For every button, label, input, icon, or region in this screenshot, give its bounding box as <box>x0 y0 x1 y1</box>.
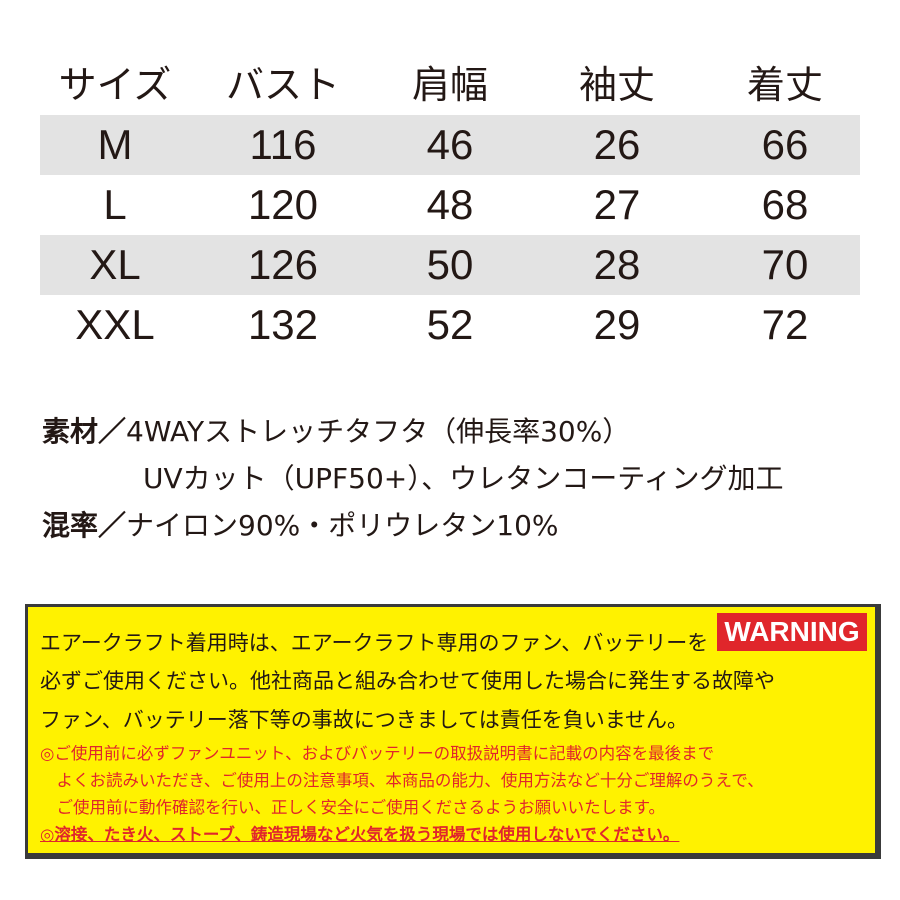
material-line: 素材／4WAYストレッチタフタ（伸長率30%） <box>42 410 630 450</box>
header-bust: バスト <box>225 63 340 107</box>
cell: 66 <box>761 121 809 168</box>
cell: 27 <box>593 181 641 228</box>
warning-line: エアークラフト着用時は、エアークラフト専用のファン、バッテリーを <box>40 631 709 655</box>
cell: 46 <box>426 121 474 168</box>
cell: 48 <box>426 181 474 228</box>
cell: 52 <box>426 301 474 348</box>
warning-line: ファン、バッテリー落下等の事故につきましては責任を負いません。 <box>40 708 689 732</box>
cell: 28 <box>593 241 641 288</box>
header-shoulder: 肩幅 <box>411 63 488 107</box>
material-text-2: UVカット（UPF50+）、ウレタンコーティング加工 <box>143 462 784 495</box>
warning-note: よくお読みいただき、ご使用上の注意事項、本商品の能力、使用方法など十分ご理解のう… <box>40 771 764 790</box>
cell: 70 <box>761 241 809 288</box>
cell: 132 <box>247 301 319 348</box>
header-sleeve: 袖丈 <box>578 63 655 107</box>
header-size: サイズ <box>58 63 172 107</box>
table-row: L 120 48 27 68 <box>40 175 860 235</box>
blend-text: ナイロン90%・ポリウレタン10% <box>126 509 559 542</box>
warning-note: ご使用前に動作確認を行い、正しく安全にご使用くださるようお願いいたします。 <box>40 798 666 817</box>
warning-note-fire: ◎溶接、たき火、ストーブ、鋳造現場など火気を扱う現場では使用しないでください。 <box>40 825 680 844</box>
header-length: 着丈 <box>746 63 823 107</box>
cell: 50 <box>426 241 474 288</box>
cell: 116 <box>249 121 317 168</box>
cell: 126 <box>247 241 319 288</box>
warning-line: 必ずご使用ください。他社商品と組み合わせて使用した場合に発生する故障や <box>40 669 775 693</box>
warning-box: WARNING エアークラフト着用時は、エアークラフト専用のファン、バッテリーを… <box>25 604 881 859</box>
table-row: XXL 132 52 29 72 <box>40 295 860 355</box>
cell: 26 <box>593 121 641 168</box>
cell: 29 <box>593 301 641 348</box>
table-row: XL 126 50 28 70 <box>40 235 860 295</box>
material-text: 4WAYストレッチタフタ（伸長率30%） <box>126 415 631 448</box>
cell: 120 <box>247 181 319 228</box>
cell: XXL <box>75 301 155 348</box>
cell: XL <box>89 241 141 288</box>
cell: L <box>103 181 127 228</box>
blend-label: 混率／ <box>42 509 127 542</box>
blend-line: 混率／ナイロン90%・ポリウレタン10% <box>42 504 559 544</box>
warning-badge: WARNING <box>717 613 867 651</box>
material-label: 素材／ <box>42 415 127 448</box>
table-header: サイズ バスト 肩幅 袖丈 着丈 <box>40 55 860 115</box>
table-row: M 116 46 26 66 <box>40 115 860 175</box>
warning-note: ◎ご使用前に必ずファンユニット、およびバッテリーの取扱説明書に記載の内容を最後ま… <box>40 744 715 763</box>
cell: M <box>97 121 133 168</box>
cell: 68 <box>761 181 809 228</box>
cell: 72 <box>761 301 809 348</box>
